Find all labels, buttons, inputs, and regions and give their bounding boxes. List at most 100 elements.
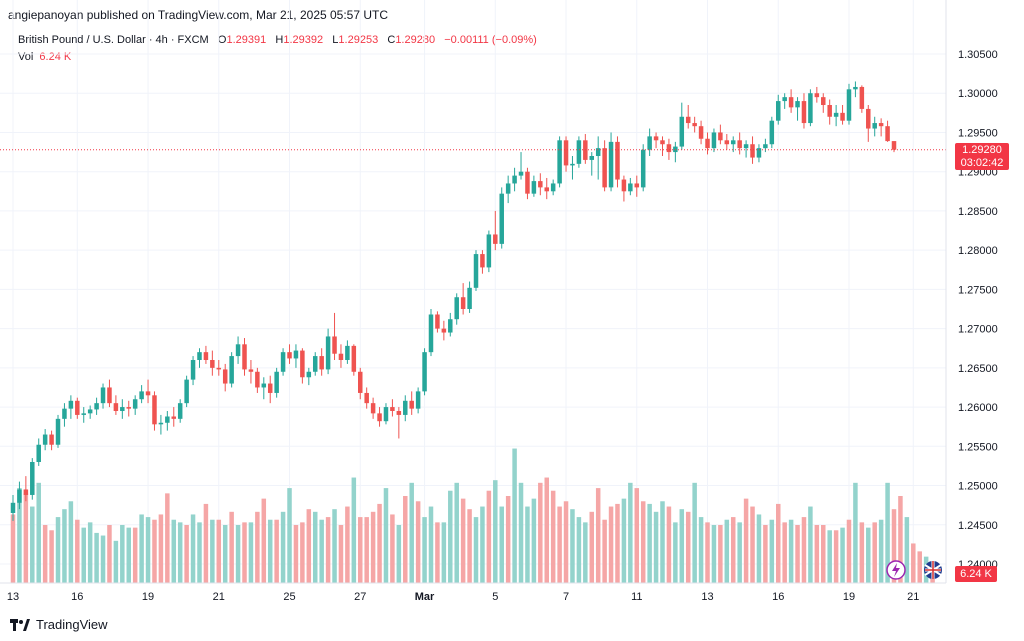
time-tick-label: 25 — [283, 591, 295, 603]
volume-bar — [210, 519, 215, 583]
candle — [685, 105, 691, 129]
candle — [563, 136, 569, 172]
price-tick-label: 1.28000 — [958, 245, 998, 257]
candle — [293, 344, 299, 368]
volume-bar — [769, 519, 775, 583]
candle — [145, 379, 151, 404]
candle — [383, 403, 389, 425]
volume-bar — [396, 525, 402, 583]
candle — [814, 86, 820, 103]
volume-bar — [454, 482, 459, 583]
volume-bar — [833, 530, 839, 583]
candlesticks — [10, 81, 897, 521]
volume-bar — [640, 501, 646, 583]
volume-bar — [743, 498, 749, 583]
volume-bar — [711, 525, 717, 583]
volume-bar — [853, 482, 858, 583]
volume-bar — [602, 519, 607, 583]
candle — [634, 175, 640, 197]
candle — [113, 395, 119, 415]
candle — [621, 175, 627, 202]
volume-bar — [306, 509, 312, 583]
candle — [769, 116, 775, 149]
candle — [557, 136, 562, 188]
volume-bar — [403, 496, 408, 583]
candle — [415, 387, 421, 414]
volume-bar — [679, 509, 685, 583]
candle — [255, 367, 260, 393]
candle — [10, 494, 16, 521]
volume-bar — [126, 527, 132, 583]
volume-bar — [435, 522, 440, 583]
time-tick-label: Mar — [415, 591, 435, 603]
candle — [827, 99, 832, 125]
volume-bar — [62, 509, 67, 583]
volume-bar — [460, 498, 466, 583]
volume-bar — [467, 509, 472, 583]
volume-bar — [203, 503, 209, 583]
time-tick-label: 13 — [7, 591, 19, 603]
candle — [859, 85, 865, 113]
candle — [615, 136, 620, 188]
candle — [589, 152, 595, 176]
time-tick-label: 7 — [563, 591, 569, 603]
candle — [679, 102, 685, 150]
bar-countdown: 03:02:42 — [960, 157, 1004, 169]
volume-bar — [647, 503, 652, 583]
volume-bar — [737, 522, 742, 583]
candle — [68, 395, 74, 419]
candle — [525, 167, 530, 200]
time-axis[interactable]: 13 16 19 21 25 27 Mar 5 7 11 13 16 19 21 — [7, 591, 920, 603]
candle — [499, 187, 504, 249]
volume-bar — [788, 519, 794, 583]
candle — [595, 136, 601, 180]
volume-bar — [415, 501, 421, 583]
volume-bar — [486, 490, 492, 583]
price-tick-label: 1.29500 — [958, 127, 998, 139]
candle — [673, 141, 678, 163]
price-tick-label: 1.30500 — [958, 49, 998, 61]
volume-bar — [750, 506, 755, 583]
volume-bar — [550, 490, 556, 583]
volume-bar — [878, 519, 884, 583]
volume-bar — [480, 506, 485, 583]
candle — [55, 414, 61, 448]
volume-bar — [763, 525, 768, 583]
candle — [512, 167, 517, 192]
candle — [132, 395, 138, 415]
candle — [203, 345, 209, 364]
candle — [319, 348, 324, 376]
candle — [370, 397, 376, 419]
footer-brand-text: TradingView — [36, 617, 108, 632]
price-axis[interactable]: 1.305001.300001.295001.290001.285001.280… — [958, 49, 998, 571]
volume-bar — [81, 527, 86, 583]
candle — [653, 132, 659, 149]
candle — [171, 407, 177, 427]
candle — [460, 283, 466, 315]
volume-bar — [821, 525, 826, 583]
candle — [840, 105, 845, 125]
candle — [833, 105, 839, 127]
candle — [885, 120, 890, 142]
volume-bar — [287, 488, 292, 583]
candle — [222, 363, 228, 392]
volume-bar — [859, 522, 865, 583]
candle — [358, 367, 363, 400]
candle — [647, 128, 652, 156]
candle — [49, 430, 54, 451]
volume-bar — [730, 517, 736, 583]
volume-bar — [589, 511, 595, 583]
lightning-glyph — [892, 563, 900, 577]
candle — [229, 352, 234, 388]
volume-bar — [100, 535, 106, 583]
candle — [184, 375, 189, 408]
candle — [23, 476, 29, 502]
candle — [62, 403, 67, 427]
volume-bar — [190, 514, 196, 583]
price-tick-label: 1.30000 — [958, 88, 998, 100]
candle — [846, 83, 852, 125]
volume-bar — [911, 543, 916, 583]
indicator-icon[interactable] — [886, 560, 906, 580]
symbol-name: British Pound / U.S. Dollar · 4h · FXCM — [18, 34, 209, 46]
